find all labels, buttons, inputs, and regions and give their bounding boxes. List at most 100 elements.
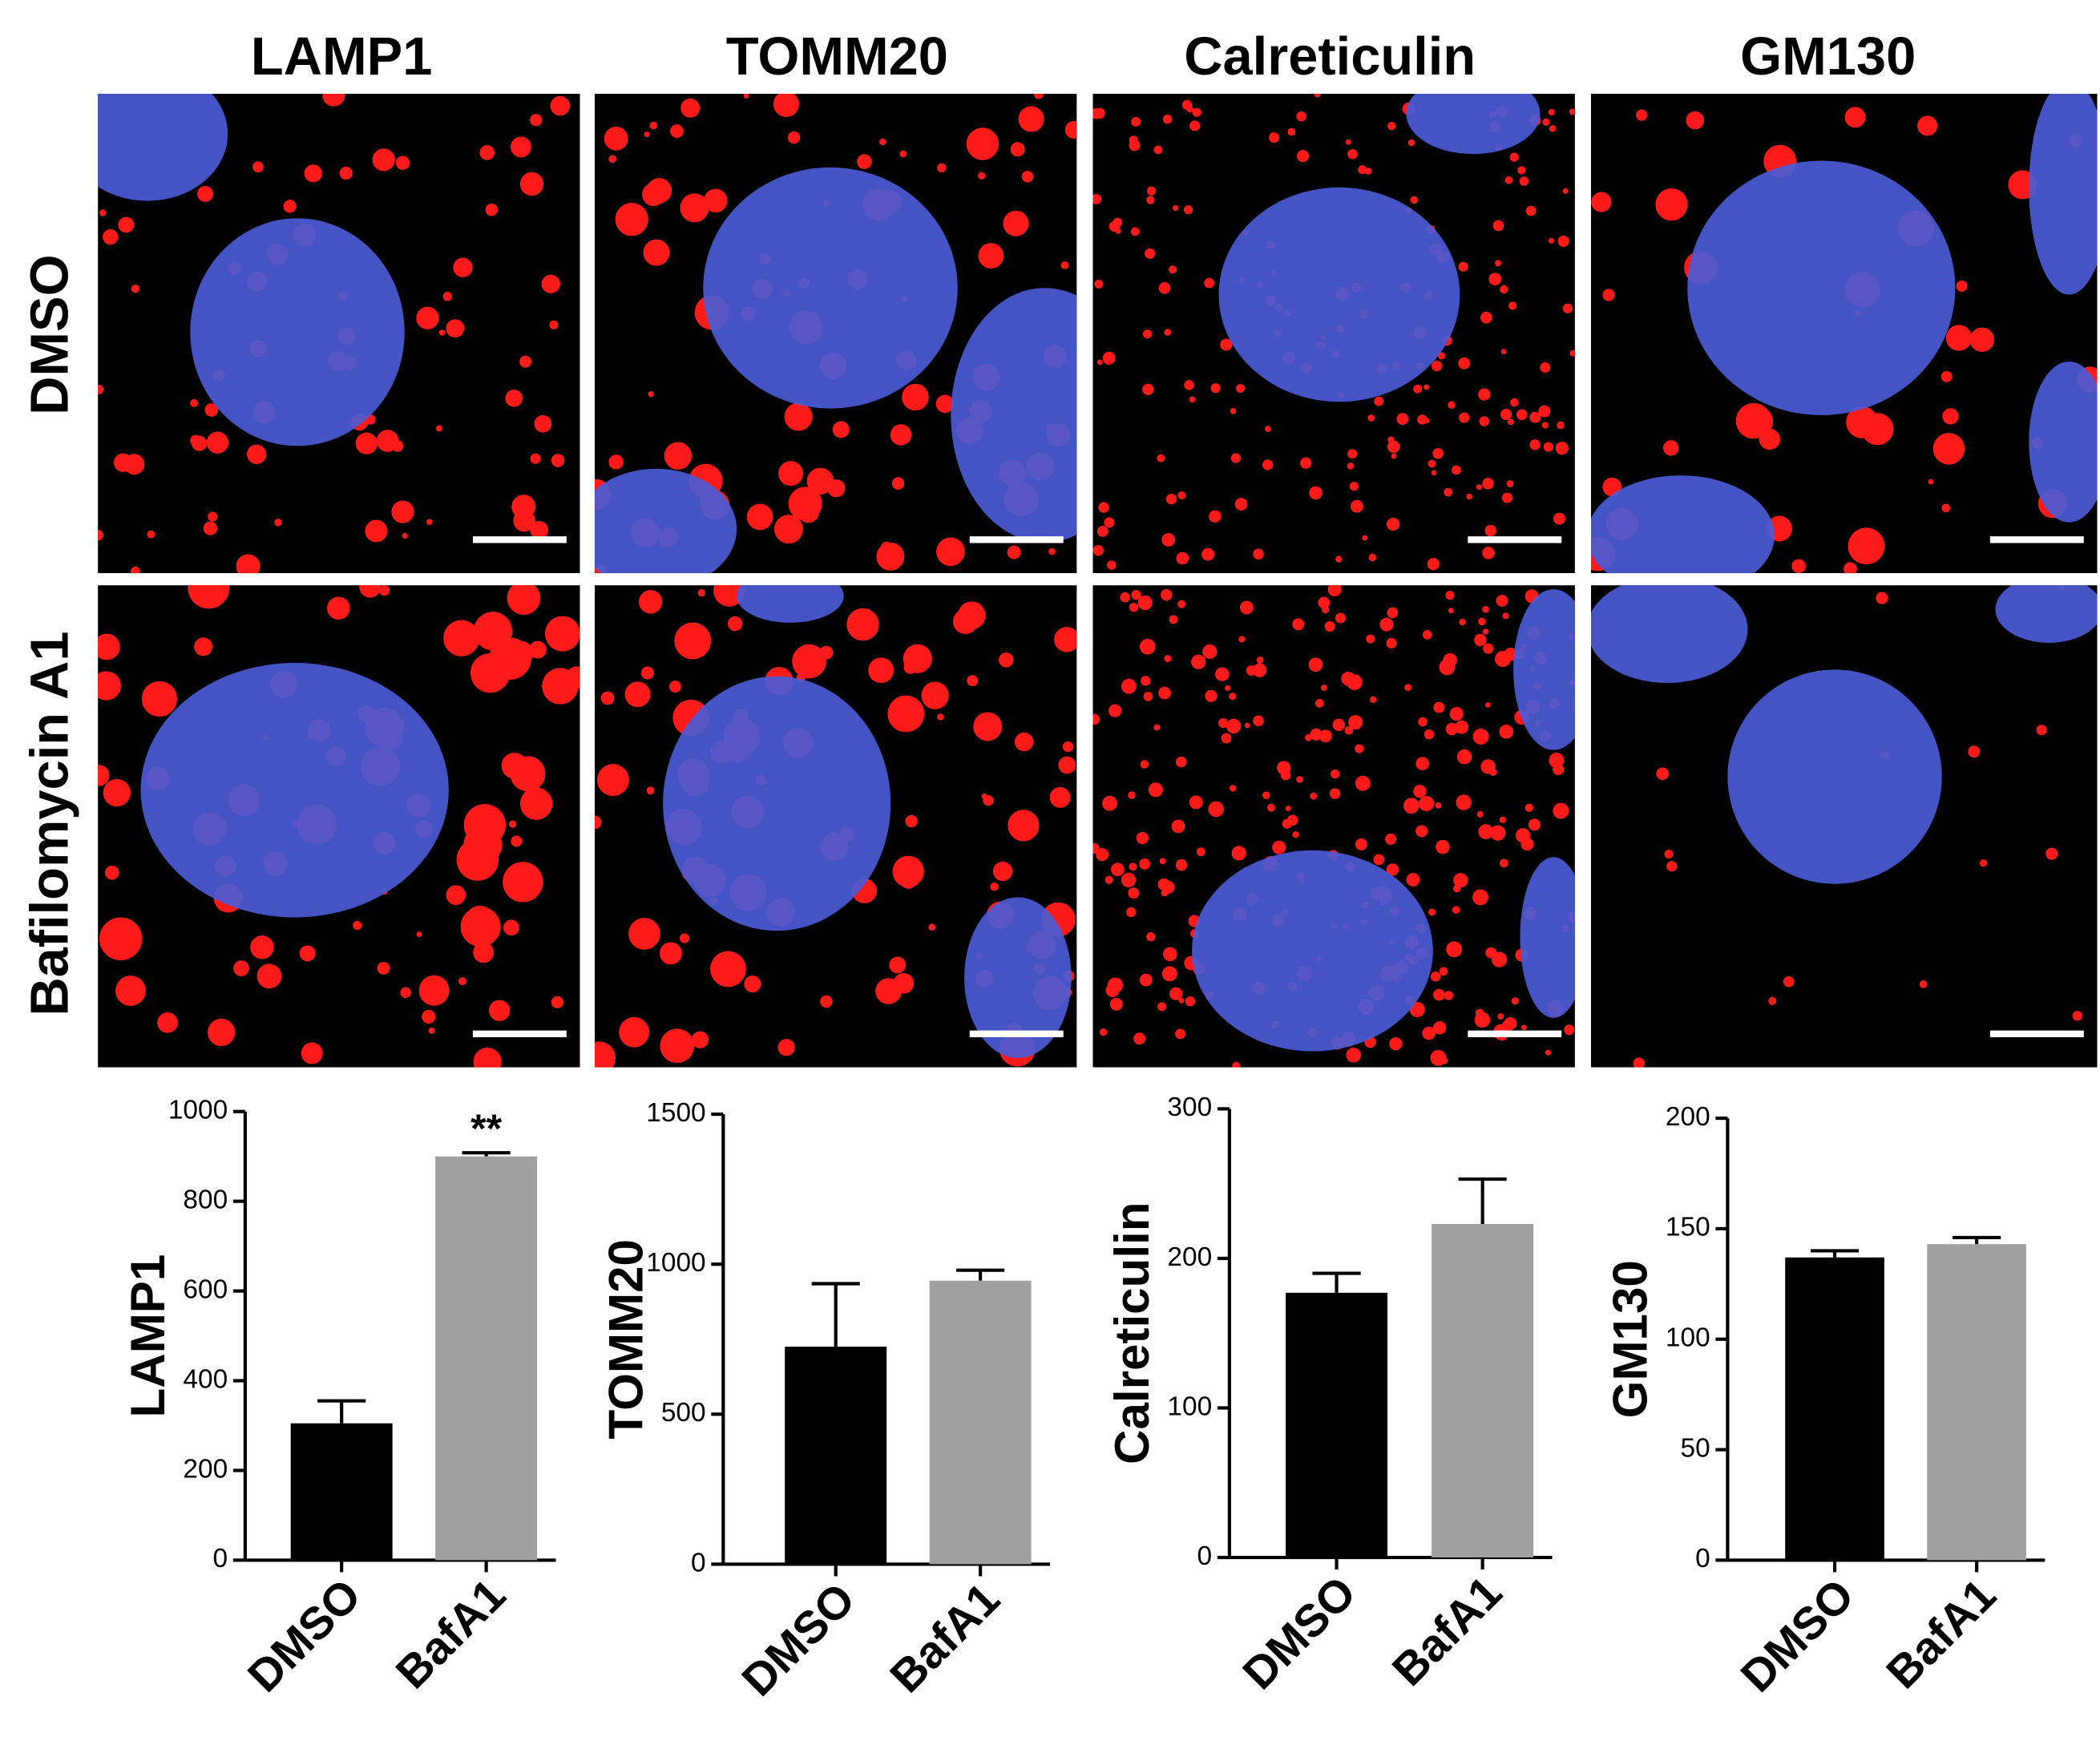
red-stain <box>1157 454 1165 462</box>
y-tick-label: 0 <box>213 1544 228 1573</box>
nucleus <box>1192 850 1433 1052</box>
red-stain <box>1476 484 1483 491</box>
red-stain <box>787 131 801 144</box>
red-stain <box>549 320 559 329</box>
red-stain <box>1663 440 1679 456</box>
red-stain <box>1415 757 1429 770</box>
red-stain <box>1506 480 1514 487</box>
red-stain <box>777 1039 795 1056</box>
red-stain <box>379 585 390 596</box>
red-stain <box>937 713 944 721</box>
red-stain <box>1189 396 1196 403</box>
red-stain <box>1129 135 1138 145</box>
red-stain <box>1347 449 1358 459</box>
red-stain <box>1133 1032 1146 1045</box>
red-stain <box>659 942 682 965</box>
red-stain <box>1488 273 1502 286</box>
red-stain <box>1107 977 1124 993</box>
red-stain <box>1942 408 1959 425</box>
red-stain <box>446 885 466 905</box>
red-stain <box>1545 1049 1552 1056</box>
red-stain <box>1515 828 1531 843</box>
red-stain <box>1396 413 1409 426</box>
red-stain <box>887 705 903 720</box>
red-stain <box>1184 380 1194 390</box>
red-stain <box>1102 795 1117 811</box>
red-stain <box>1229 693 1237 701</box>
red-stain <box>1422 1026 1436 1040</box>
red-stain <box>1169 265 1177 274</box>
red-stain <box>1928 479 1934 485</box>
row-title: DMSO <box>21 254 80 414</box>
nucleus <box>1218 187 1460 402</box>
red-stain <box>1230 408 1237 414</box>
y-tick-label: 600 <box>183 1274 228 1304</box>
red-stain <box>1387 440 1400 454</box>
red-stain <box>1502 492 1512 503</box>
red-stain <box>1969 327 1994 352</box>
significance: ** <box>470 1106 503 1151</box>
red-stain <box>426 519 433 525</box>
red-stain <box>1602 289 1615 301</box>
red-stain <box>1502 612 1509 620</box>
red-stain <box>470 652 511 693</box>
red-stain <box>1021 171 1034 183</box>
red-stain <box>1320 685 1327 691</box>
red-stain <box>1422 629 1432 640</box>
red-stain <box>1519 176 1529 186</box>
red-stain <box>1424 729 1435 740</box>
red-stain <box>1177 600 1186 608</box>
red-stain <box>485 203 499 216</box>
red-stain <box>1335 555 1343 563</box>
red-stain <box>1049 786 1071 808</box>
red-stain <box>1355 838 1367 850</box>
red-stain <box>1791 559 1806 574</box>
red-stain <box>208 1018 236 1047</box>
red-stain <box>1146 196 1155 204</box>
red-stain <box>446 319 465 338</box>
red-stain <box>1482 605 1489 613</box>
red-stain <box>619 1016 650 1048</box>
red-stain <box>1034 93 1044 99</box>
micrographs <box>98 93 2098 1068</box>
red-stain <box>1196 847 1205 857</box>
nucleus <box>1995 585 2098 643</box>
bar <box>785 1347 887 1565</box>
red-stain <box>1130 227 1140 236</box>
red-stain <box>773 515 803 544</box>
micrograph <box>98 93 580 574</box>
red-stain <box>1466 493 1472 500</box>
red-stain <box>206 431 229 454</box>
micrograph <box>1092 93 1575 574</box>
red-stain <box>1444 487 1452 497</box>
red-stain <box>649 121 658 130</box>
y-tick-label: 0 <box>691 1548 706 1577</box>
red-stain <box>1521 1024 1527 1031</box>
red-stain <box>1215 667 1230 681</box>
red-stain <box>1848 527 1885 565</box>
red-stain <box>1296 111 1306 122</box>
red-stain <box>1549 237 1554 244</box>
red-stain <box>1131 590 1141 600</box>
red-stain <box>1120 592 1130 603</box>
red-stain <box>488 1000 511 1021</box>
red-stain <box>981 793 987 800</box>
red-stain <box>1175 756 1187 768</box>
red-stain <box>1844 562 1857 574</box>
nucleus <box>190 218 405 446</box>
red-stain <box>784 402 813 431</box>
red-stain <box>372 148 395 172</box>
red-stain <box>1346 1047 1362 1063</box>
red-stain <box>395 156 410 170</box>
red-stain <box>1236 384 1245 394</box>
red-stain <box>1569 108 1575 115</box>
red-stain <box>664 442 693 470</box>
red-stain <box>1331 769 1340 779</box>
red-stain <box>608 454 624 470</box>
red-stain <box>204 403 219 417</box>
red-stain <box>1979 859 1988 867</box>
red-stain <box>473 942 495 963</box>
red-stain <box>903 644 932 673</box>
